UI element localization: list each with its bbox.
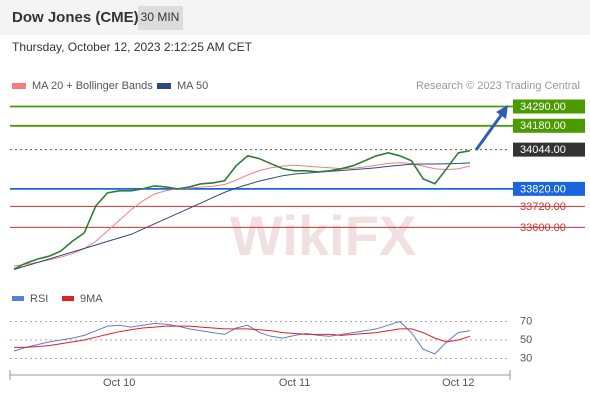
level-label: 33600.00 xyxy=(520,222,566,234)
level-box xyxy=(513,99,585,114)
legend-swatch xyxy=(12,296,24,301)
y-tick-label: 30 xyxy=(520,352,532,364)
y-tick-label: 50 xyxy=(520,334,532,346)
y-tick-label: 70 xyxy=(520,315,532,327)
x-tick-label: Oct 11 xyxy=(279,377,311,389)
price-line xyxy=(13,149,471,270)
level-label: 33720.00 xyxy=(520,201,566,213)
level-label: 33820.00 xyxy=(520,183,566,195)
legend-swatch xyxy=(12,83,26,89)
legend-label: 9MA xyxy=(80,293,103,305)
header-bar xyxy=(0,0,590,35)
watermark: WikiFX xyxy=(230,204,416,267)
source: Research © 2023 Trading Central xyxy=(416,80,580,92)
x-tick-label: Oct 10 xyxy=(103,377,135,389)
legend-label: RSI xyxy=(30,293,48,305)
level-label: 34044.00 xyxy=(520,144,566,156)
arrow-head xyxy=(496,105,508,119)
forecast-arrow xyxy=(474,113,504,151)
level-label: 34180.00 xyxy=(520,120,566,132)
subtitle: Thursday, October 12, 2023 2:12:25 AM CE… xyxy=(12,40,253,54)
interval-label: 30 MIN xyxy=(141,10,180,24)
x-tick-label: Oct 12 xyxy=(442,377,474,389)
legend-label: MA 50 xyxy=(177,80,208,92)
legend-label: MA 20 + Bollinger Bands xyxy=(32,80,153,92)
legend-swatch xyxy=(157,83,171,89)
level-box xyxy=(513,181,585,196)
ma-line xyxy=(13,162,471,270)
interval-button[interactable] xyxy=(138,6,183,30)
level-box xyxy=(513,142,585,157)
rsi-line xyxy=(14,325,471,348)
level-label: 34290.00 xyxy=(520,101,566,113)
ma-line xyxy=(13,162,471,267)
legend-swatch xyxy=(62,296,74,301)
rsi-line xyxy=(13,320,471,355)
chart-title: Dow Jones (CME) xyxy=(12,9,139,26)
level-box xyxy=(513,118,585,133)
